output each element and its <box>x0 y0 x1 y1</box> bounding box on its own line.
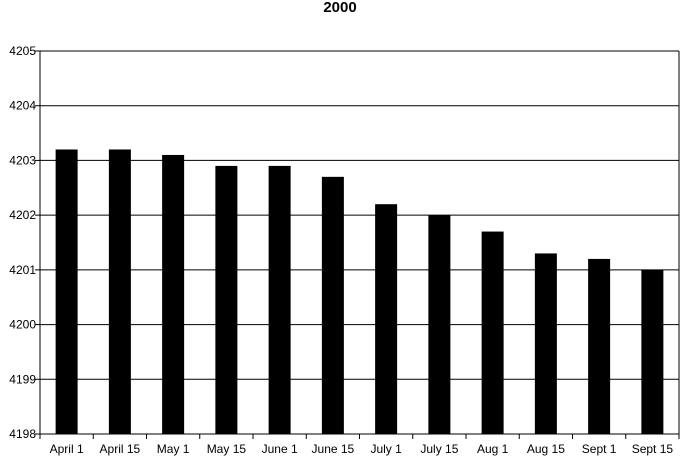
bar <box>55 149 78 434</box>
y-tick-label: 4202 <box>9 208 36 222</box>
y-tick-label: 4205 <box>9 44 36 58</box>
y-tick-label: 4199 <box>9 372 36 386</box>
x-tick-label: May 1 <box>157 442 190 456</box>
x-tick-label: April 15 <box>100 442 141 456</box>
x-tick-label: April 1 <box>50 442 84 456</box>
x-tick-label: Aug 1 <box>477 442 509 456</box>
bar <box>375 204 398 434</box>
bar <box>428 215 451 434</box>
y-tick-label: 4198 <box>9 427 36 441</box>
bar <box>588 258 611 434</box>
x-tick-label: June 1 <box>262 442 298 456</box>
x-tick-label: Aug 15 <box>527 442 565 456</box>
y-tick-label: 4204 <box>9 99 36 113</box>
x-tick-label: Sept 1 <box>582 442 617 456</box>
x-tick-label: Sept 15 <box>632 442 674 456</box>
x-tick-label: June 15 <box>312 442 355 456</box>
bar <box>321 176 344 435</box>
bar <box>268 165 291 434</box>
bar <box>162 154 185 434</box>
bar <box>481 231 504 434</box>
y-tick-label: 4201 <box>9 263 36 277</box>
bar <box>215 165 238 434</box>
y-tick-label: 4200 <box>9 318 36 332</box>
y-tick-label: 4203 <box>9 153 36 167</box>
bar <box>641 269 664 434</box>
bar <box>108 149 131 434</box>
x-tick-label: May 15 <box>207 442 247 456</box>
bar <box>534 253 557 434</box>
x-tick-label: July 15 <box>420 442 458 456</box>
chart-title: 2000 <box>323 0 357 16</box>
x-tick-label: July 1 <box>370 442 402 456</box>
